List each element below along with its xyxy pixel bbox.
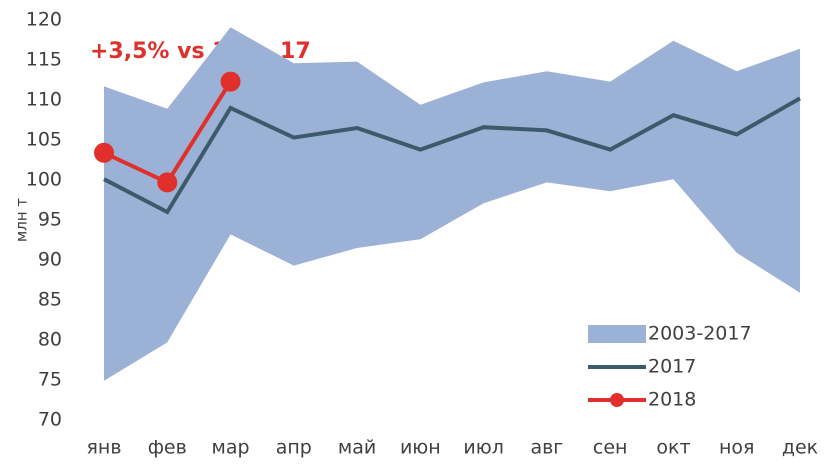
y-tick-label: 80 — [38, 329, 62, 351]
x-tick-label: май — [338, 437, 376, 459]
legend-label: 2017 — [648, 356, 696, 378]
x-tick-label: ноя — [719, 437, 754, 459]
x-tick-label: фев — [148, 437, 187, 459]
x-tick-label: дек — [782, 437, 818, 459]
y-tick-label: 100 — [26, 169, 62, 191]
legend-label: 2018 — [648, 389, 696, 411]
legend-marker — [610, 393, 624, 407]
y-tick-label: 70 — [38, 409, 62, 431]
y-tick-label: 95 — [38, 209, 62, 231]
y-tick-label: 110 — [26, 89, 62, 111]
x-tick-label: сен — [593, 437, 628, 459]
x-tick-label: апр — [276, 437, 312, 459]
y-tick-label: 90 — [38, 249, 62, 271]
y-tick-label: 105 — [26, 129, 62, 151]
x-tick-label: окт — [656, 437, 690, 459]
marker — [157, 172, 178, 193]
line — [103, 96, 801, 215]
y-axis-label: млн т — [13, 198, 31, 242]
x-tick-label: мар — [212, 437, 250, 459]
x-tick-label: авг — [530, 437, 563, 459]
range-area — [104, 27, 800, 381]
x-tick-label: июл — [463, 437, 504, 459]
legend-label: 2003-2017 — [648, 323, 752, 345]
x-tick-label: июн — [400, 437, 441, 459]
y-tick-label: 75 — [38, 369, 62, 391]
y-tick-label: 120 — [26, 9, 62, 31]
marker — [94, 142, 114, 163]
y-tick-label: 85 — [38, 289, 62, 311]
marker — [220, 71, 241, 92]
x-tick-label: янв — [86, 437, 121, 459]
y-tick-label: 115 — [26, 49, 62, 71]
legend-swatch — [588, 325, 646, 343]
